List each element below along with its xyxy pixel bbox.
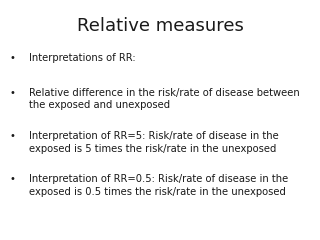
Text: •: • (10, 174, 15, 184)
Text: Interpretation of RR=0.5: Risk/rate of disease in the
exposed is 0.5 times the r: Interpretation of RR=0.5: Risk/rate of d… (29, 174, 288, 197)
Text: Interpretations of RR:: Interpretations of RR: (29, 53, 135, 63)
Text: Interpretation of RR=5: Risk/rate of disease in the
exposed is 5 times the risk/: Interpretation of RR=5: Risk/rate of dis… (29, 131, 278, 154)
Text: •: • (10, 131, 15, 141)
Text: Relative difference in the risk/rate of disease between
the exposed and unexpose: Relative difference in the risk/rate of … (29, 88, 300, 110)
Text: Relative measures: Relative measures (76, 17, 244, 35)
Text: •: • (10, 88, 15, 98)
Text: •: • (10, 53, 15, 63)
